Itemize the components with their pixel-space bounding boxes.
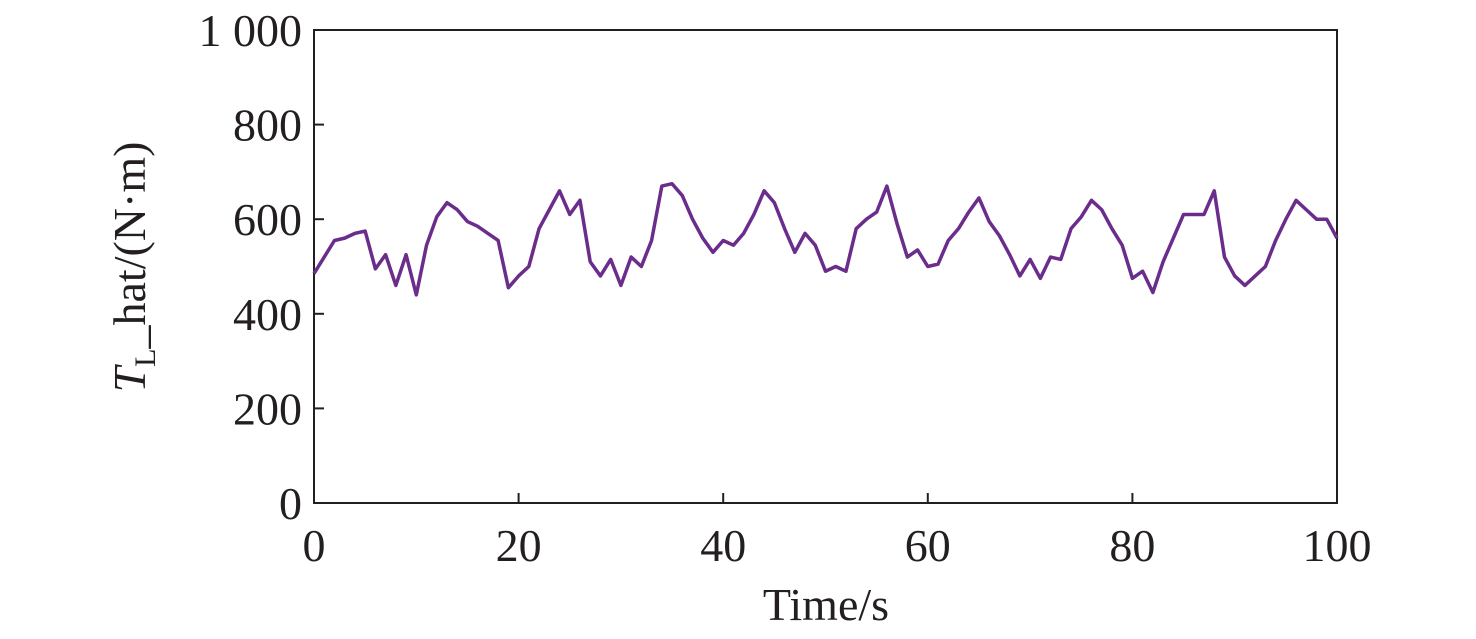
x-tick-label: 40: [700, 520, 746, 571]
x-tick-label: 100: [1303, 520, 1372, 571]
y-tick-label: 200: [233, 383, 302, 434]
y-axis-label: TL_hat/(N·m): [104, 142, 162, 393]
x-tick-label: 20: [496, 520, 542, 571]
y-tick-label: 1 000: [199, 5, 303, 56]
y-label-symbol: T: [104, 363, 155, 392]
data-line: [312, 181, 1339, 297]
plot-frame: [313, 29, 1338, 504]
y-label-subscript: L: [129, 349, 162, 367]
y-tick-label: 800: [233, 100, 302, 151]
y-tick-label: 600: [233, 194, 302, 245]
y-label-rest: _hat/(N·m): [104, 142, 155, 350]
y-tick-label: 400: [233, 289, 302, 340]
x-tick-label: 60: [905, 520, 951, 571]
x-tick-label: 80: [1109, 520, 1155, 571]
y-tick-label: 0: [279, 478, 302, 529]
x-axis-label: Time/s: [763, 579, 889, 630]
x-tick-label: 0: [303, 520, 326, 571]
